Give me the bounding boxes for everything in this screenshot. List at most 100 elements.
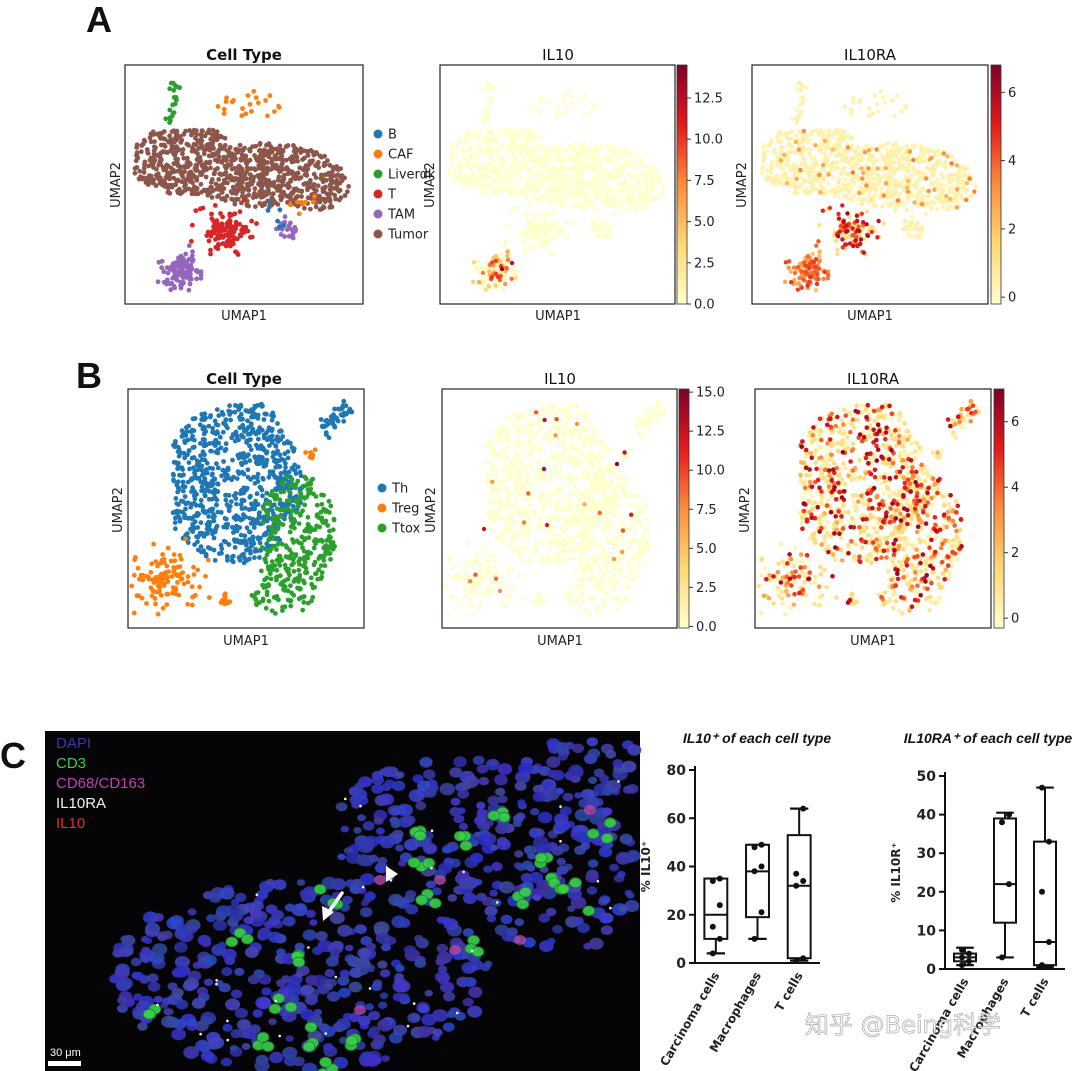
umap-point: [291, 446, 297, 452]
umap-point: [278, 232, 284, 237]
umap-point: [259, 487, 265, 493]
umap-point: [308, 490, 313, 496]
umap-point: [216, 222, 222, 228]
umap-point: [474, 142, 479, 148]
umap-point: [531, 242, 536, 247]
umap-point: [638, 178, 644, 183]
umap-point: [814, 243, 819, 248]
umap-point: [618, 200, 623, 205]
umap-point: [806, 171, 811, 176]
umap-point: [194, 491, 200, 497]
umap-point: [148, 139, 154, 145]
umap-point: [914, 156, 920, 161]
umap-point: [171, 509, 177, 515]
umap-point: [803, 263, 808, 268]
umap-point: [582, 191, 587, 196]
umap-point: [944, 193, 949, 199]
umap-point: [173, 156, 179, 162]
umap-point: [284, 474, 289, 480]
umap-point: [332, 406, 337, 412]
umap-point: [941, 151, 947, 156]
umap-point: [810, 128, 815, 134]
umap-point: [538, 99, 544, 104]
umap-point: [217, 142, 223, 148]
umap-point: [274, 475, 280, 481]
umap-point: [261, 189, 267, 195]
umap-point: [316, 515, 322, 520]
umap-point: [191, 444, 197, 450]
umap-point: [761, 158, 766, 163]
umap-point: [271, 594, 277, 600]
umap-point: [865, 233, 871, 238]
umap-point: [607, 145, 613, 151]
umap-point: [208, 480, 214, 486]
umap-point: [167, 107, 173, 113]
umap-point: [874, 147, 879, 152]
umap-point: [180, 279, 186, 285]
umap-point: [254, 461, 260, 467]
umap-point: [488, 139, 493, 144]
umap-point: [271, 511, 276, 517]
umap-point: [245, 93, 251, 98]
umap-point: [267, 183, 273, 188]
umap-point: [230, 553, 236, 559]
umap-point: [595, 190, 601, 196]
umap-point: [259, 404, 265, 409]
umap-point: [851, 95, 856, 101]
umap-point: [793, 186, 798, 191]
umap-point: [848, 186, 854, 191]
umap-point: [305, 187, 310, 193]
umap-point: [134, 593, 140, 599]
umap-point: [960, 196, 965, 202]
umap-point: [872, 228, 878, 234]
umap-point: [805, 134, 810, 139]
umap-point: [790, 166, 796, 171]
umap-point: [243, 176, 249, 182]
umap-point: [915, 234, 921, 239]
umap-point: [654, 178, 660, 183]
umap-point: [796, 147, 802, 152]
umap-point: [556, 147, 561, 153]
umap-point: [245, 431, 251, 437]
umap-point: [862, 236, 867, 241]
umap-point: [241, 498, 247, 504]
umap-point: [870, 154, 875, 160]
umap-point: [280, 434, 286, 439]
umap-point: [543, 162, 549, 167]
umap-point: [480, 170, 485, 175]
umap-point: [222, 448, 228, 454]
umap-point: [922, 159, 927, 164]
umap-point: [835, 190, 840, 195]
umap-point: [648, 196, 653, 202]
legend-swatch: [373, 189, 383, 199]
panel-letter-a: A: [86, 0, 112, 40]
umap-point: [233, 146, 239, 152]
umap-point: [234, 476, 240, 481]
umap-point: [221, 154, 227, 160]
umap-point: [189, 259, 195, 264]
umap-point: [766, 149, 771, 154]
umap-b-celltype-xlabel: UMAP1: [223, 634, 269, 649]
umap-point: [192, 470, 197, 476]
umap-point: [199, 463, 205, 469]
umap-point: [498, 251, 503, 257]
umap-point: [208, 546, 213, 551]
umap-point: [606, 158, 611, 163]
umap-point: [524, 180, 529, 185]
umap-point: [311, 199, 316, 205]
umap-point: [553, 182, 558, 187]
umap-point: [285, 455, 291, 461]
umap-point: [332, 192, 338, 198]
umap-point: [859, 166, 864, 171]
umap-point: [782, 279, 788, 284]
umap-a-il10ra-xlabel: UMAP1: [847, 309, 893, 324]
umap-point: [288, 513, 294, 518]
umap-point: [604, 190, 610, 195]
umap-point: [235, 469, 241, 474]
umap-point: [230, 241, 236, 247]
umap-point: [174, 269, 180, 275]
umap-point: [315, 183, 321, 189]
